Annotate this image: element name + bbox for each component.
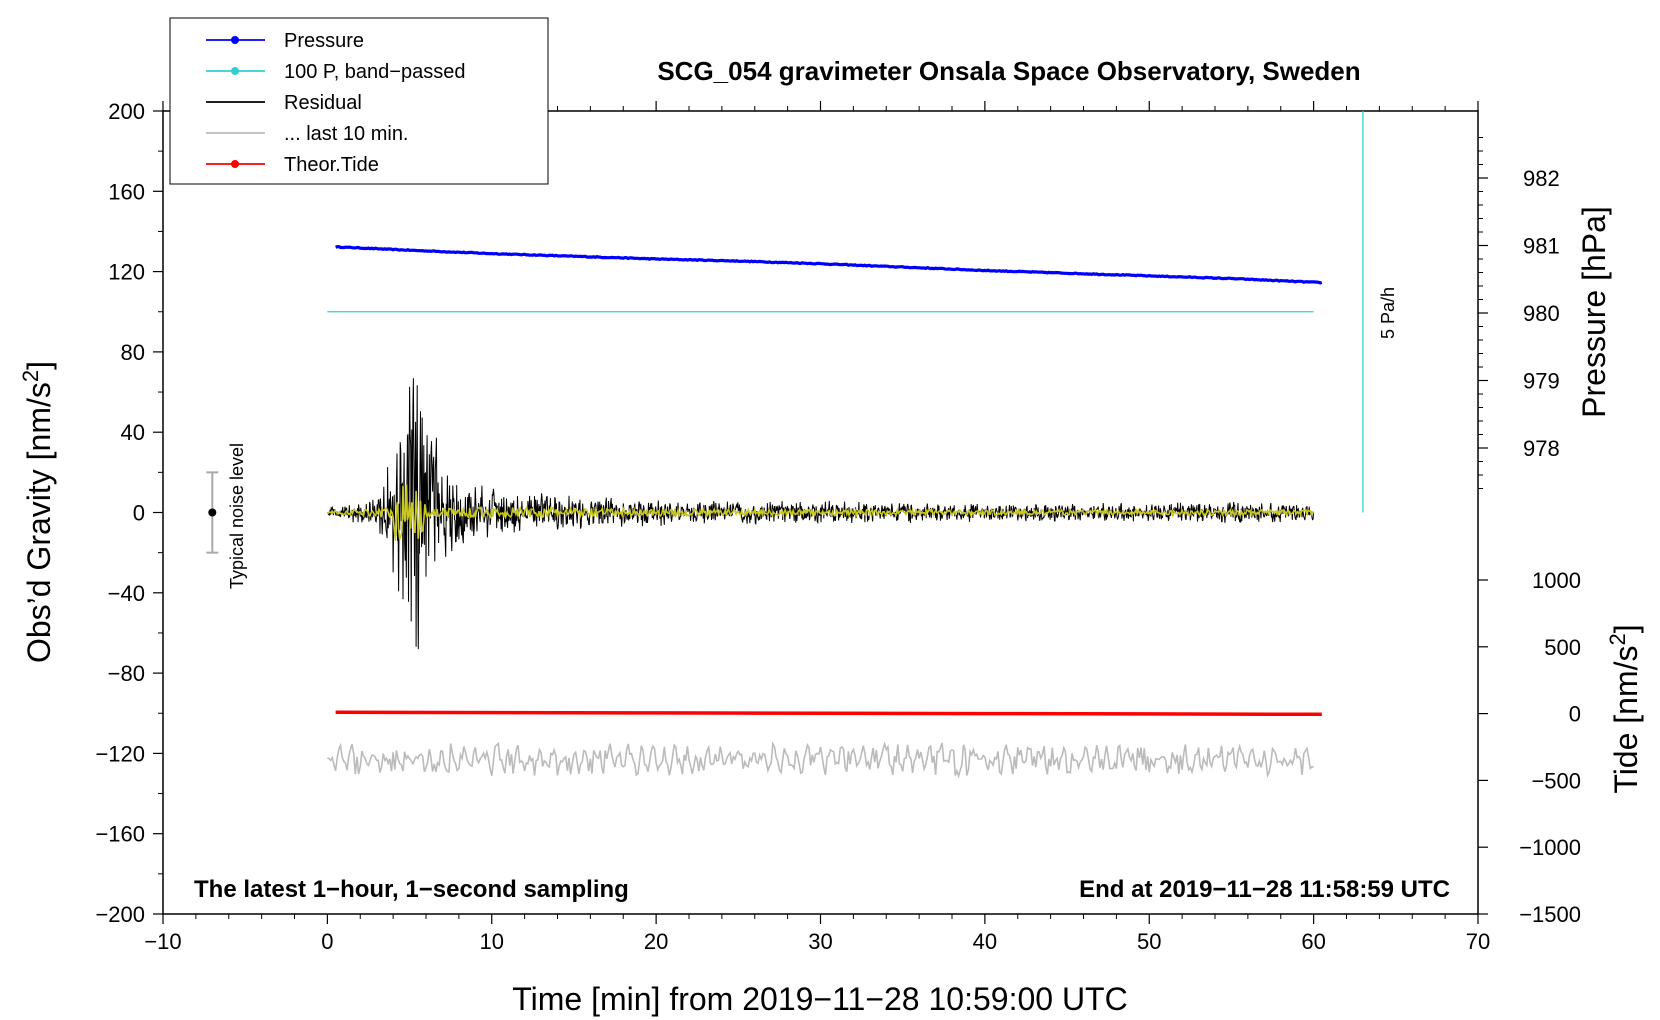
- note-right: End at 2019−11−28 11:58:59 UTC: [1079, 876, 1450, 903]
- y-tick-label-left: −200: [95, 902, 145, 927]
- y-axis-title-left-main: Obs’d Gravity [nm/s: [21, 382, 57, 663]
- legend: Pressure 100 P, band−passed Residual ... la…: [169, 17, 549, 185]
- legend-swatch-marker: [231, 36, 239, 44]
- y-axis-title-pressure: Pressure [hPa]: [1576, 206, 1612, 418]
- noise-level-label: Typical noise level: [227, 443, 247, 589]
- x-tick-label: 0: [321, 929, 333, 954]
- pressure-tick-label: 978: [1523, 436, 1560, 461]
- y-axis-title-tide-end: ]: [1608, 624, 1644, 633]
- y-axis-title-tide-sup: 2: [1605, 633, 1630, 645]
- tide-tick-label: 1000: [1532, 568, 1581, 593]
- series-layer: [206, 111, 1364, 779]
- x-tick-label: 10: [480, 929, 504, 954]
- noise-bar-point: [208, 508, 217, 517]
- legend-label: 100 P, band−passed: [284, 61, 465, 83]
- series-residual-smoothed: [326, 484, 1315, 541]
- note-left: The latest 1−hour, 1−second sampling: [194, 876, 629, 903]
- series-pressure-line: [335, 244, 1323, 285]
- series-residual-line: [326, 378, 1315, 650]
- x-tick-label: 40: [973, 929, 997, 954]
- tide-tick-label: −500: [1531, 768, 1581, 793]
- y-axis-title-left: Obs’d Gravity [nm/s2]: [18, 361, 57, 663]
- x-axis-title: Time [min] from 2019−11−28 10:59:00 UTC: [512, 981, 1127, 1017]
- y-tick-label-left: 0: [133, 501, 145, 526]
- y-tick-label-left: 160: [108, 179, 145, 204]
- x-tick-label: 30: [808, 929, 832, 954]
- x-tick-label: 20: [644, 929, 668, 954]
- x-tick-label: 50: [1137, 929, 1161, 954]
- series-theor-tide-line: [335, 710, 1322, 717]
- y-tick-label-left: −40: [108, 581, 145, 606]
- legend-label: Pressure: [284, 30, 364, 52]
- tide-tick-label: −1500: [1519, 902, 1581, 927]
- chart-title: SCG_054 gravimeter Onsala Space Observat…: [657, 56, 1360, 86]
- pressure-tick-label: 981: [1523, 234, 1560, 259]
- x-tick-label: −10: [144, 929, 181, 954]
- pressure-tick-label: 980: [1523, 301, 1560, 326]
- legend-swatch-marker: [231, 160, 239, 168]
- y-tick-label-left: 120: [108, 260, 145, 285]
- legend-label: Theor.Tide: [284, 154, 379, 176]
- y-tick-label-left: −80: [108, 661, 145, 686]
- legend-items: Pressure 100 P, band−passed Residual ... la…: [206, 30, 465, 176]
- legend-label: ... last 10 min.: [284, 123, 409, 145]
- pressure-tick-label: 979: [1523, 369, 1560, 394]
- series-last-10-min-line: [327, 740, 1314, 779]
- tide-tick-label: −1000: [1519, 835, 1581, 860]
- pressure-tick-label: 982: [1523, 166, 1560, 191]
- y-tick-label-left: −160: [95, 822, 145, 847]
- ticks-layer: −10 0 10 20 30 40 50 60 70 200 160 120 80 40 0 −40 −80 −1…: [95, 99, 1581, 954]
- x-tick-label: 60: [1301, 929, 1325, 954]
- y-tick-label-left: 40: [121, 420, 145, 445]
- legend-swatch-marker: [231, 67, 239, 75]
- y-axis-title-tide: Tide [nm/s2]: [1605, 624, 1644, 793]
- tide-tick-label: 500: [1544, 635, 1581, 660]
- y-tick-label-left: 200: [108, 99, 145, 124]
- legend-box: [169, 17, 549, 185]
- legend-label: Residual: [284, 92, 362, 114]
- y-axis-title-tide-main: Tide [nm/s: [1608, 645, 1644, 793]
- y-tick-label-left: −120: [95, 741, 145, 766]
- scale-bar-label: 5 Pa/h: [1378, 287, 1398, 339]
- x-tick-label: 70: [1466, 929, 1490, 954]
- y-axis-title-left-sup: 2: [18, 370, 43, 382]
- tide-tick-label: 0: [1569, 702, 1581, 727]
- y-axis-title-left-end: ]: [21, 361, 57, 370]
- y-tick-label-left: 80: [121, 340, 145, 365]
